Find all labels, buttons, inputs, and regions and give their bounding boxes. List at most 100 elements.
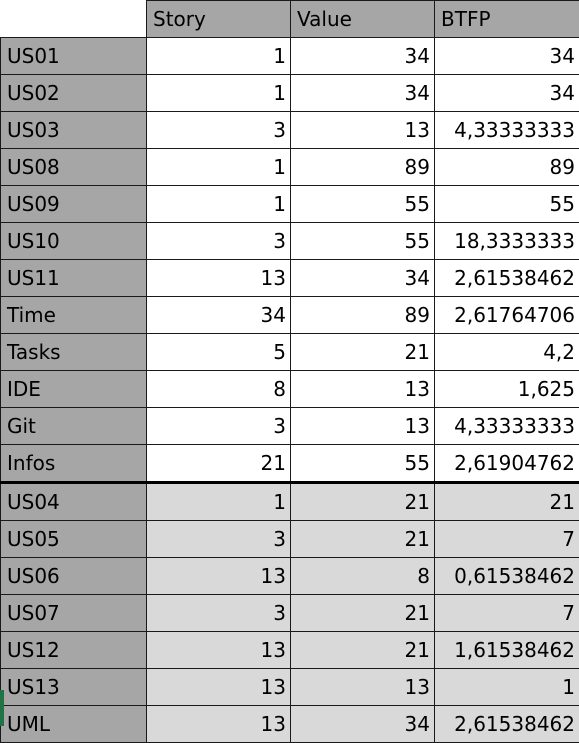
btfp-cell[interactable]: 7 [435, 521, 579, 558]
row-name-cell[interactable]: US10 [1, 223, 147, 260]
value-cell[interactable]: 21 [291, 334, 435, 371]
story-cell[interactable]: 1 [147, 186, 291, 223]
btfp-cell[interactable]: 89 [435, 149, 579, 186]
story-cell[interactable]: 1 [147, 149, 291, 186]
story-cell[interactable]: 34 [147, 297, 291, 334]
btfp-cell[interactable]: 21 [435, 483, 579, 521]
btfp-cell[interactable]: 55 [435, 186, 579, 223]
btfp-cell[interactable]: 2,61538462 [435, 260, 579, 297]
row-name-cell[interactable]: Git [1, 408, 147, 445]
story-cell[interactable]: 21 [147, 445, 291, 483]
btfp-cell[interactable]: 1 [435, 669, 579, 706]
story-cell[interactable]: 13 [147, 260, 291, 297]
row-name-cell[interactable]: Time [1, 297, 147, 334]
row-name-cell[interactable]: US13 [1, 669, 147, 706]
btfp-cell[interactable]: 0,61538462 [435, 558, 579, 595]
row-name-cell[interactable]: US05 [1, 521, 147, 558]
row-name-cell[interactable]: US02 [1, 75, 147, 112]
row-name-cell[interactable]: US09 [1, 186, 147, 223]
story-cell[interactable]: 13 [147, 669, 291, 706]
value-cell[interactable]: 55 [291, 186, 435, 223]
value-cell[interactable]: 21 [291, 632, 435, 669]
value-cell[interactable]: 55 [291, 223, 435, 260]
value-cell[interactable]: 34 [291, 260, 435, 297]
row-name-cell[interactable]: US01 [1, 38, 147, 75]
story-cell[interactable]: 13 [147, 706, 291, 743]
row-name-cell[interactable]: Infos [1, 445, 147, 483]
btfp-cell[interactable]: 2,61904762 [435, 445, 579, 483]
value-cell[interactable]: 34 [291, 706, 435, 743]
value-cell[interactable]: 89 [291, 297, 435, 334]
row-name-cell[interactable]: US12 [1, 632, 147, 669]
value-cell[interactable]: 13 [291, 669, 435, 706]
row-name-cell[interactable]: US08 [1, 149, 147, 186]
row-name-cell[interactable]: Tasks [1, 334, 147, 371]
row-name-cell[interactable]: US03 [1, 112, 147, 149]
btfp-cell[interactable]: 2,61764706 [435, 297, 579, 334]
row-name-cell[interactable]: US11 [1, 260, 147, 297]
btfp-cell[interactable]: 18,3333333 [435, 223, 579, 260]
value-cell[interactable]: 8 [291, 558, 435, 595]
story-cell[interactable]: 3 [147, 521, 291, 558]
btfp-cell[interactable]: 1,625 [435, 371, 579, 408]
row-name-cell[interactable]: US07 [1, 595, 147, 632]
selection-indicator [0, 690, 4, 726]
story-cell[interactable]: 3 [147, 112, 291, 149]
header-value[interactable]: Value [291, 1, 435, 38]
row-name-cell[interactable]: UML [1, 706, 147, 743]
story-cell[interactable]: 8 [147, 371, 291, 408]
value-cell[interactable]: 21 [291, 521, 435, 558]
value-cell[interactable]: 21 [291, 595, 435, 632]
value-cell[interactable]: 21 [291, 483, 435, 521]
value-cell[interactable]: 13 [291, 408, 435, 445]
btfp-cell[interactable]: 4,33333333 [435, 408, 579, 445]
story-cell[interactable]: 13 [147, 632, 291, 669]
story-cell[interactable]: 3 [147, 223, 291, 260]
value-cell[interactable]: 13 [291, 112, 435, 149]
row-name-cell[interactable]: US06 [1, 558, 147, 595]
header-row: Story Value BTFP [1, 1, 579, 38]
value-cell[interactable]: 89 [291, 149, 435, 186]
btfp-cell[interactable]: 4,2 [435, 334, 579, 371]
row-name-cell[interactable]: IDE [1, 371, 147, 408]
row-name-cell[interactable]: US04 [1, 483, 147, 521]
story-cell[interactable]: 1 [147, 38, 291, 75]
btfp-cell[interactable]: 2,61538462 [435, 706, 579, 743]
btfp-cell[interactable]: 4,33333333 [435, 112, 579, 149]
header-btfp[interactable]: BTFP [435, 1, 579, 38]
value-cell[interactable]: 34 [291, 75, 435, 112]
btfp-cell[interactable]: 1,61538462 [435, 632, 579, 669]
value-cell[interactable]: 55 [291, 445, 435, 483]
value-cell[interactable]: 34 [291, 38, 435, 75]
story-cell[interactable]: 13 [147, 558, 291, 595]
story-cell[interactable]: 1 [147, 75, 291, 112]
btfp-cell[interactable]: 7 [435, 595, 579, 632]
corner-cell[interactable] [1, 1, 147, 38]
btfp-cell[interactable]: 34 [435, 75, 579, 112]
value-cell[interactable]: 13 [291, 371, 435, 408]
story-cell[interactable]: 3 [147, 595, 291, 632]
story-cell[interactable]: 5 [147, 334, 291, 371]
story-cell[interactable]: 3 [147, 408, 291, 445]
story-cell[interactable]: 1 [147, 483, 291, 521]
btfp-cell[interactable]: 34 [435, 38, 579, 75]
header-story[interactable]: Story [147, 1, 291, 38]
